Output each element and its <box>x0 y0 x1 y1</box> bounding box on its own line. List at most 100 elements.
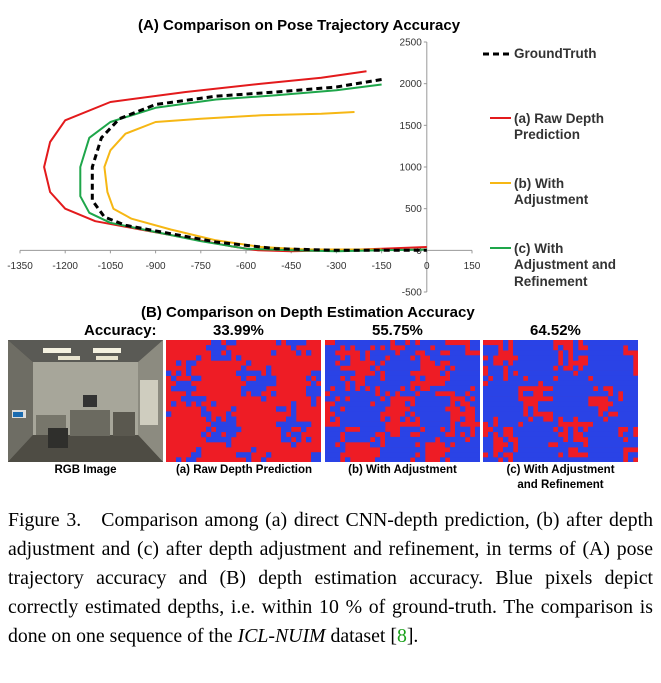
correct-depth-cell <box>568 411 574 417</box>
correct-depth-cell <box>465 355 471 361</box>
correct-depth-cell <box>493 396 499 402</box>
correct-depth-cell <box>311 385 317 392</box>
correct-depth-cell <box>430 385 436 392</box>
correct-depth-cell <box>538 375 544 382</box>
correct-depth-cell <box>345 401 351 407</box>
correct-depth-cell <box>191 360 197 366</box>
correct-depth-cell <box>420 396 426 402</box>
correct-depth-cell <box>340 442 346 448</box>
correct-depth-cell <box>380 447 386 453</box>
correct-depth-cell <box>335 447 341 453</box>
correct-depth-cell <box>543 406 549 412</box>
correct-depth-cell <box>508 406 514 412</box>
correct-depth-cell <box>623 396 629 402</box>
correct-depth-cell <box>475 447 480 453</box>
correct-depth-cell <box>513 375 519 382</box>
correct-depth-cell <box>296 340 302 346</box>
correct-depth-cell <box>618 360 624 366</box>
correct-depth-cell <box>518 355 524 361</box>
correct-depth-cell <box>390 385 396 392</box>
correct-depth-cell <box>598 345 604 351</box>
correct-depth-cell <box>316 375 321 382</box>
correct-depth-cell <box>588 360 594 366</box>
correct-depth-cell <box>405 447 411 453</box>
correct-depth-cell <box>593 421 599 427</box>
correct-depth-cell <box>563 396 569 402</box>
chart-axes: -1350 -1200 -1050 -900 -750 -600 -450 -300 -150 0… <box>7 38 481 299</box>
correct-depth-cell <box>618 447 624 453</box>
correct-depth-cell <box>390 355 396 361</box>
correct-depth-cell <box>340 360 346 366</box>
correct-depth-cell <box>603 370 609 376</box>
correct-depth-cell <box>420 345 426 351</box>
correct-depth-cell <box>498 452 504 458</box>
correct-depth-cell <box>483 396 489 402</box>
correct-depth-cell <box>430 391 436 397</box>
correct-depth-cell <box>325 396 331 402</box>
correct-depth-cell <box>395 442 401 448</box>
correct-depth-cell <box>390 436 396 443</box>
correct-depth-cell <box>588 345 594 351</box>
correct-depth-cell <box>588 406 594 412</box>
correct-depth-cell <box>603 436 609 443</box>
correct-depth-cell <box>415 426 421 433</box>
correct-depth-cell <box>445 442 451 448</box>
correct-depth-cell <box>460 350 466 356</box>
correct-depth-cell <box>221 436 227 443</box>
caption-refinement-2: and Refinement <box>517 479 604 491</box>
correct-depth-cell <box>345 391 351 397</box>
chart-legend: GroundTruth (a) Raw Depth Prediction (b)… <box>483 46 616 289</box>
correct-depth-cell <box>271 391 277 397</box>
correct-depth-cell <box>335 340 341 346</box>
correct-depth-cell <box>405 436 411 443</box>
correct-depth-cell <box>231 426 237 433</box>
correct-depth-cell <box>350 436 356 443</box>
correct-depth-cell <box>573 442 579 448</box>
correct-depth-cell <box>553 360 559 366</box>
correct-depth-cell <box>618 436 624 443</box>
correct-depth-cell <box>385 436 391 443</box>
correct-depth-cell <box>325 442 331 448</box>
correct-depth-cell <box>503 396 509 402</box>
correct-depth-cell <box>583 391 589 397</box>
correct-depth-cell <box>628 355 634 361</box>
correct-depth-cell <box>355 431 361 438</box>
correct-depth-cell <box>513 411 519 417</box>
correct-depth-cell <box>548 375 554 382</box>
correct-depth-cell <box>568 385 574 392</box>
correct-depth-cell <box>588 350 594 356</box>
correct-depth-cell <box>465 385 471 392</box>
correct-depth-cell <box>256 375 262 382</box>
correct-depth-cell <box>365 396 371 402</box>
correct-depth-cell <box>385 380 391 387</box>
correct-depth-cell <box>211 401 217 407</box>
correct-depth-cell <box>568 380 574 387</box>
citation-link[interactable]: 8 <box>396 625 407 647</box>
correct-depth-cell <box>558 385 564 392</box>
correct-depth-cell <box>186 370 192 376</box>
correct-depth-cell <box>335 457 341 462</box>
correct-depth-cell <box>420 375 426 382</box>
correct-depth-cell <box>370 375 376 382</box>
correct-depth-cell <box>420 391 426 397</box>
correct-depth-cell <box>475 426 480 433</box>
x-tick-label: -750 <box>191 261 211 272</box>
correct-depth-cell <box>465 431 471 438</box>
series-line-c-with-adjustment-and-refinement <box>79 83 427 253</box>
correct-depth-cell <box>503 385 509 392</box>
correct-depth-cell <box>503 416 509 422</box>
correct-depth-cell <box>430 421 436 427</box>
correct-depth-cell <box>558 457 564 462</box>
correct-depth-cell <box>583 416 589 422</box>
correct-depth-cell <box>598 355 604 361</box>
correct-depth-cell <box>548 401 554 407</box>
correct-depth-cell <box>455 421 461 427</box>
accuracy-adjustment: 55.75% <box>372 322 423 339</box>
correct-depth-cell <box>241 385 247 392</box>
correct-depth-cell <box>598 375 604 382</box>
correct-depth-cell <box>261 375 267 382</box>
correct-depth-cell <box>330 370 336 376</box>
correct-depth-cell <box>370 442 376 448</box>
correct-depth-cell <box>325 380 331 387</box>
correct-depth-cell <box>465 426 471 433</box>
